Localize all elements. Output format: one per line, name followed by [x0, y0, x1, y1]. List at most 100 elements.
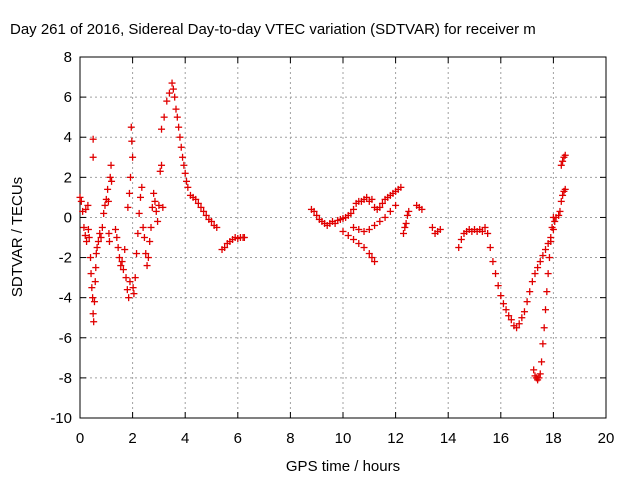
- data-point: [418, 205, 426, 213]
- data-point: [89, 294, 97, 302]
- data-point: [547, 238, 555, 246]
- data-point: [539, 340, 547, 348]
- data-point: [90, 298, 98, 306]
- data-point: [536, 370, 544, 378]
- data-point: [505, 312, 513, 320]
- data-point: [486, 244, 494, 252]
- x-tick-label: 12: [387, 430, 404, 447]
- data-point: [363, 193, 371, 201]
- data-points: [76, 79, 569, 384]
- data-point: [376, 203, 384, 211]
- data-point: [544, 270, 552, 278]
- data-point: [350, 223, 358, 231]
- data-point: [154, 217, 162, 225]
- data-point: [559, 191, 567, 199]
- data-point: [183, 177, 191, 185]
- data-point: [112, 225, 120, 233]
- data-point: [155, 201, 163, 209]
- data-point: [119, 266, 127, 274]
- data-point: [91, 278, 99, 286]
- data-point: [89, 135, 97, 143]
- data-point: [347, 209, 355, 217]
- data-point: [84, 201, 92, 209]
- data-point: [142, 250, 150, 258]
- data-point: [557, 197, 565, 205]
- data-point: [499, 300, 507, 308]
- data-point: [402, 219, 410, 227]
- data-point: [557, 161, 565, 169]
- y-tick-label: 0: [64, 209, 72, 226]
- y-tick-label: -10: [50, 410, 72, 427]
- data-point: [405, 207, 413, 215]
- data-point: [489, 258, 497, 266]
- data-point: [126, 278, 134, 286]
- data-point: [497, 292, 505, 300]
- data-point: [401, 223, 409, 231]
- data-point: [165, 89, 173, 97]
- data-point: [355, 240, 363, 248]
- data-point: [152, 207, 160, 215]
- data-point: [100, 209, 108, 217]
- data-point: [125, 294, 133, 302]
- x-tick-label: 0: [76, 430, 84, 447]
- y-tick-label: -4: [59, 290, 72, 307]
- data-point: [507, 316, 515, 324]
- y-tick-label: 6: [64, 89, 72, 106]
- data-point: [105, 238, 113, 246]
- data-point: [542, 246, 550, 254]
- data-point: [175, 123, 183, 131]
- data-point: [101, 201, 109, 209]
- data-point: [350, 236, 358, 244]
- data-point: [176, 133, 184, 141]
- data-point: [513, 324, 521, 332]
- data-point: [539, 252, 547, 260]
- data-point: [542, 306, 550, 314]
- data-point: [386, 207, 394, 215]
- data-point: [173, 113, 181, 121]
- data-point: [368, 195, 376, 203]
- data-point: [124, 203, 132, 211]
- data-point: [113, 234, 121, 241]
- data-point: [371, 221, 379, 229]
- x-tick-label: 8: [286, 430, 294, 447]
- data-point: [93, 244, 101, 252]
- data-point: [213, 223, 221, 231]
- y-tick-label: -2: [59, 250, 72, 267]
- data-point: [179, 153, 187, 161]
- data-point: [208, 217, 215, 225]
- data-point: [502, 306, 510, 314]
- data-point: [376, 217, 384, 225]
- data-point: [371, 258, 379, 266]
- data-point: [531, 270, 539, 278]
- data-point: [368, 254, 376, 262]
- data-point: [240, 234, 248, 241]
- data-point: [156, 167, 164, 175]
- data-point: [168, 79, 176, 87]
- x-tick-label: 10: [335, 430, 352, 447]
- data-point: [144, 254, 152, 262]
- data-point: [561, 151, 569, 159]
- x-tick-label: 4: [181, 430, 189, 447]
- data-point: [158, 125, 166, 133]
- data-point: [147, 223, 155, 231]
- data-point: [94, 238, 102, 246]
- data-point: [365, 250, 373, 258]
- data-point: [555, 211, 563, 219]
- data-point: [548, 223, 556, 231]
- data-point: [89, 153, 97, 161]
- data-point: [481, 223, 489, 231]
- data-point: [80, 223, 88, 231]
- data-point: [133, 250, 141, 258]
- data-point: [202, 211, 210, 219]
- data-point: [117, 262, 125, 270]
- data-point: [90, 318, 98, 326]
- data-point: [184, 183, 192, 191]
- y-tick-label: 2: [64, 169, 72, 186]
- y-axis-label: SDTVAR / TECUs: [9, 177, 26, 297]
- data-point: [515, 320, 523, 328]
- data-point: [403, 211, 411, 219]
- data-point: [310, 207, 318, 215]
- data-point: [126, 173, 134, 181]
- y-tick-label: -8: [59, 370, 72, 387]
